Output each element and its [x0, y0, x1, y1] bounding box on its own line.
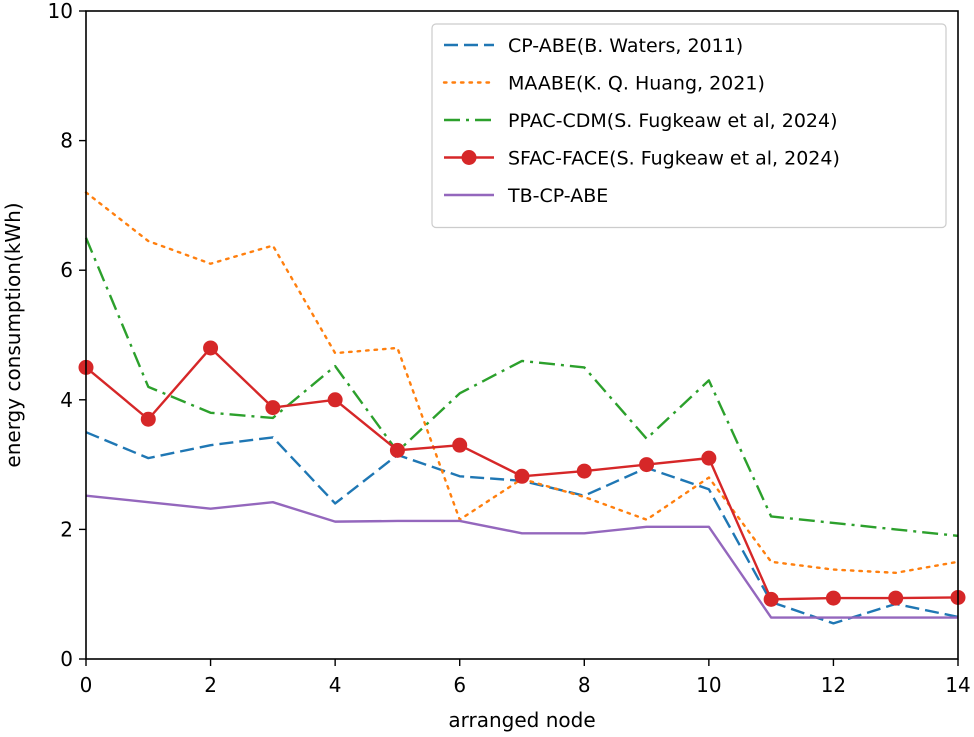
series-4-point: [763, 591, 779, 607]
legend-label-2: MAABE(K. Q. Huang, 2021): [508, 73, 765, 95]
series-4-point: [452, 437, 468, 453]
y-tick-label: 2: [60, 517, 73, 541]
x-axis-label: arranged node: [448, 708, 595, 732]
series-4-point: [203, 340, 219, 356]
legend-label-3: PPAC-CDM(S. Fugkeaw et al, 2024): [508, 110, 838, 132]
series-line-5: [85, 494, 958, 619]
plot-frame: [85, 10, 959, 660]
x-tick-label: 12: [821, 673, 846, 697]
series-4-point: [265, 400, 281, 416]
x-tick-label: 10: [696, 673, 721, 697]
y-tick-label: 4: [60, 388, 73, 412]
series-line-2: [84, 191, 960, 575]
x-tick-label: 0: [80, 673, 93, 697]
x-tick-label: 2: [204, 673, 217, 697]
y-tick-label: 10: [48, 0, 73, 23]
legend-marker-4: [461, 150, 477, 165]
y-axis-label: energy consumption(kWh): [1, 202, 25, 467]
x-tick-label: 8: [578, 673, 591, 697]
x-tick-label: 6: [453, 673, 466, 697]
legend-label-1: CP-ABE(B. Waters, 2011): [508, 35, 743, 57]
legend-label-4: SFAC-FACE(S. Fugkeaw et al, 2024): [508, 148, 840, 170]
y-tick-label: 6: [60, 258, 73, 282]
series-layer: [78, 191, 966, 625]
series-4-point: [389, 442, 405, 458]
x-tick-label: 4: [329, 673, 342, 697]
series-4-point: [576, 463, 592, 479]
y-tick-label: 8: [60, 129, 73, 153]
legend-box: [431, 23, 947, 229]
series-4-point: [327, 392, 343, 408]
series-4-point: [888, 590, 904, 606]
tick-layer: 0 2 4 6 8 10 12 14 0 2 4 6 8 10: [48, 0, 971, 697]
y-tick-label: 0: [60, 647, 73, 671]
x-tick-label: 14: [945, 673, 970, 697]
series-line-3: [84, 237, 959, 538]
series-4-point: [639, 457, 655, 473]
legend: CP-ABE(B. Waters, 2011) MAABE(K. Q. Huang…: [431, 23, 947, 229]
legend-label-5: TB-CP-ABE: [507, 185, 608, 207]
series-4-point: [514, 468, 530, 484]
series-4-point: [701, 450, 717, 466]
series-4-point: [825, 590, 841, 606]
series-4-point: [140, 411, 156, 427]
